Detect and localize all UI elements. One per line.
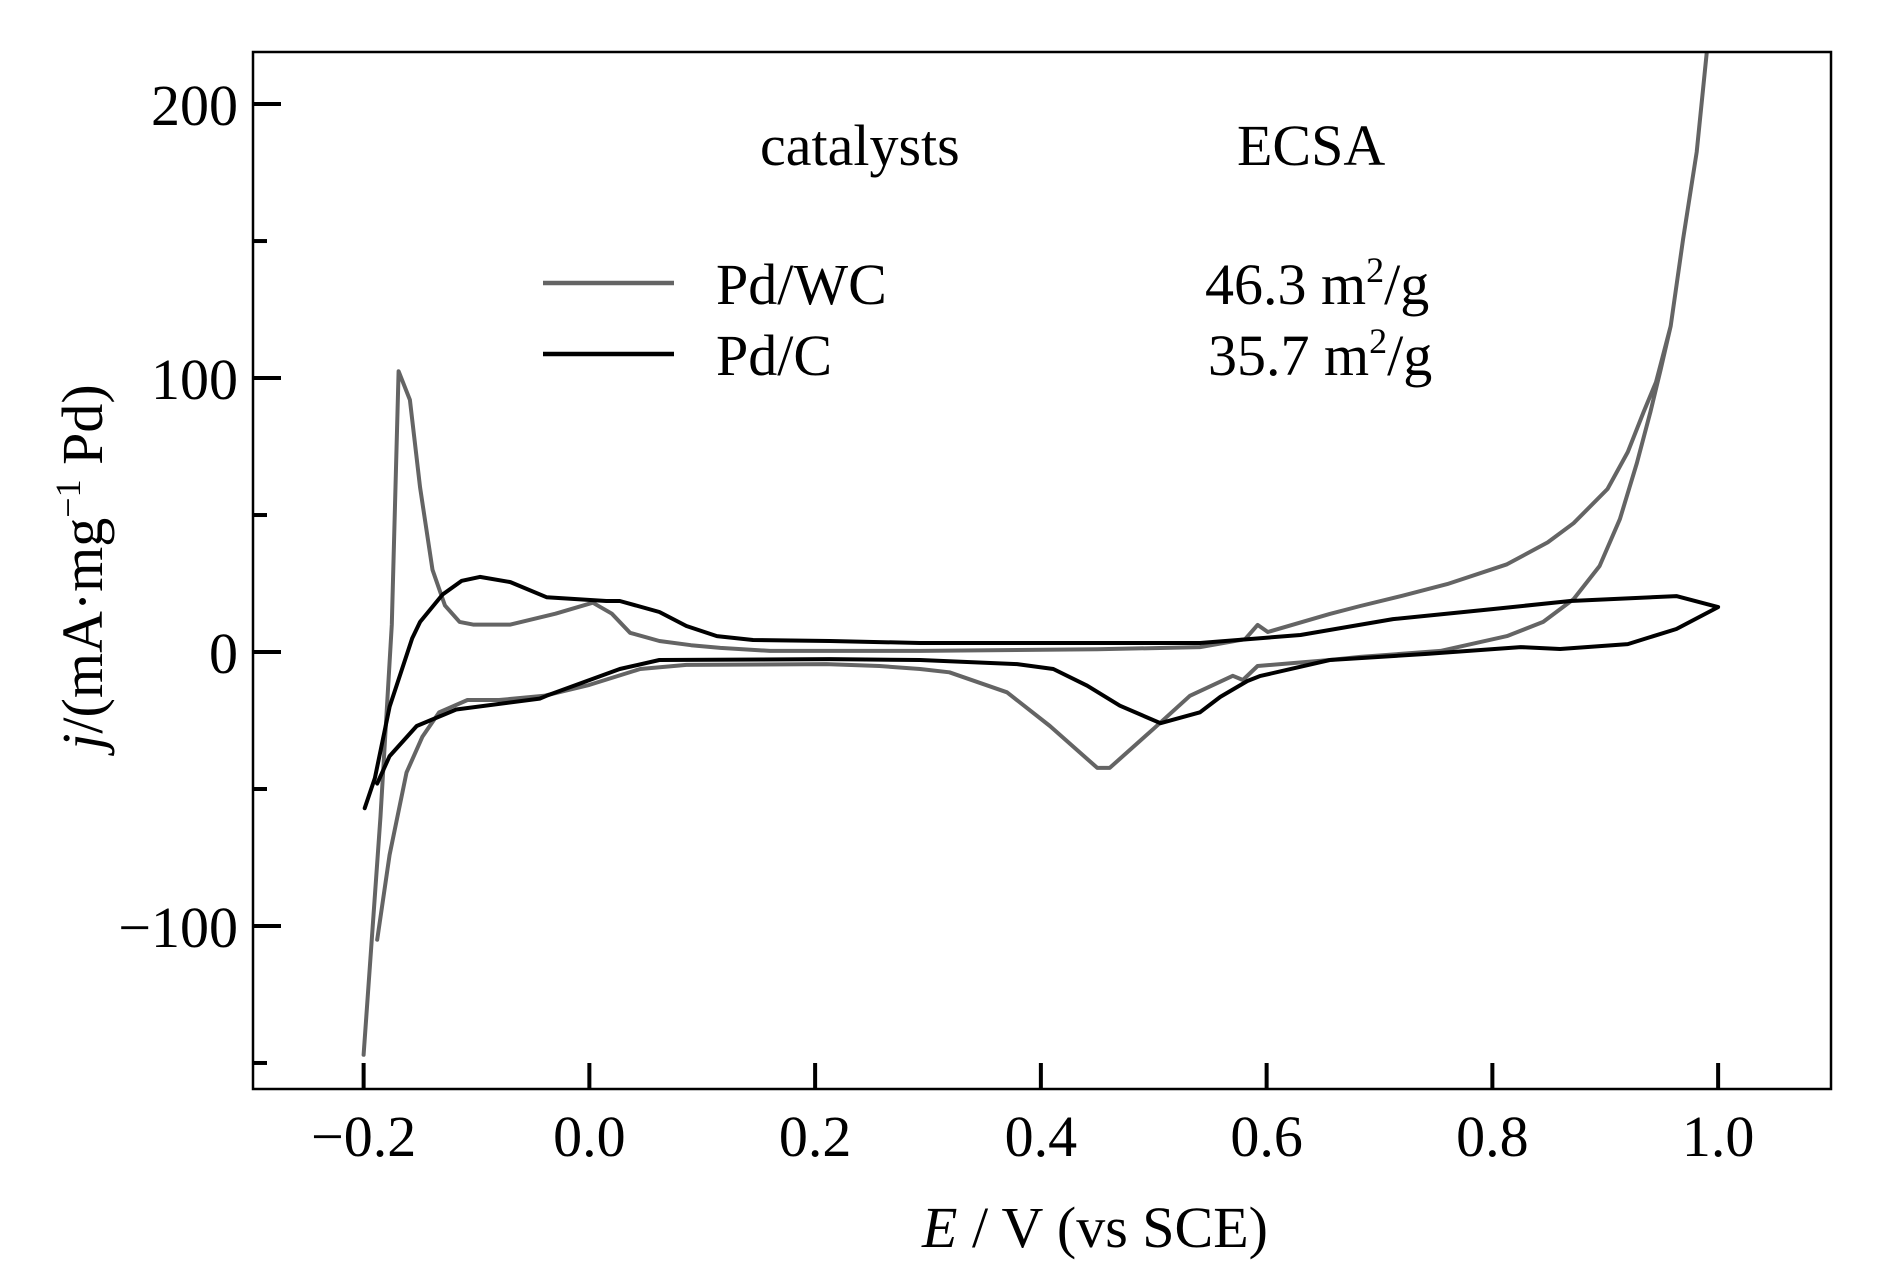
x-tick-label: 1.0 bbox=[1682, 1104, 1755, 1169]
legend: catalysts ECSA Pd/WC 46.3 m2/g Pd/C 35.7… bbox=[543, 113, 1432, 388]
ecsa-superscript: 2 bbox=[1369, 321, 1387, 361]
ecsa-value: 35.7 m bbox=[1208, 323, 1369, 388]
x-axis-title-unit: / V (vs SCE) bbox=[957, 1195, 1267, 1260]
x-axis: −0.2 0.0 0.2 0.4 0.6 0.8 1.0 bbox=[311, 1063, 1754, 1169]
y-axis-title: j/(mA·mg−1 Pd) bbox=[48, 384, 115, 756]
ecsa-superscript: 2 bbox=[1366, 250, 1384, 290]
ecsa-unit: /g bbox=[1384, 252, 1429, 317]
x-tick-label: 0.8 bbox=[1456, 1104, 1529, 1169]
x-tick-label: 0.2 bbox=[779, 1104, 852, 1169]
legend-label-pd-c: Pd/C bbox=[716, 323, 832, 388]
legend-ecsa-pd-wc: 46.3 m2/g bbox=[1205, 250, 1429, 317]
legend-header-ecsa: ECSA bbox=[1237, 113, 1385, 178]
legend-header-catalysts: catalysts bbox=[760, 113, 960, 178]
x-axis-title: E / V (vs SCE) bbox=[921, 1195, 1268, 1260]
y-tick-label: −100 bbox=[118, 895, 238, 960]
series-line-pd-c bbox=[362, 574, 1721, 811]
x-axis-title-symbol: E bbox=[921, 1195, 957, 1260]
y-axis: 200 100 0 −100 bbox=[118, 73, 281, 1065]
y-axis-title-superscript: −1 bbox=[48, 479, 88, 517]
series-line-pd-wc bbox=[361, 52, 1709, 1057]
series-layer bbox=[361, 52, 1721, 1057]
y-axis-title-unit-post: Pd) bbox=[50, 384, 115, 479]
y-tick-label: 0 bbox=[209, 621, 238, 686]
legend-label-pd-wc: Pd/WC bbox=[716, 252, 887, 317]
x-tick-label: 0.4 bbox=[1005, 1104, 1078, 1169]
y-axis-title-symbol: j bbox=[50, 734, 115, 757]
legend-ecsa-pd-c: 35.7 m2/g bbox=[1208, 321, 1432, 388]
x-tick-label: 0.0 bbox=[553, 1104, 626, 1169]
x-tick-label: −0.2 bbox=[311, 1104, 416, 1169]
y-tick-label: 100 bbox=[151, 347, 238, 412]
x-tick-label: 0.6 bbox=[1230, 1104, 1303, 1169]
y-axis-title-unit-pre: /(mA·mg bbox=[50, 518, 115, 734]
ecsa-value: 46.3 m bbox=[1205, 252, 1366, 317]
y-tick-label: 200 bbox=[151, 73, 238, 138]
ecsa-unit: /g bbox=[1387, 323, 1432, 388]
